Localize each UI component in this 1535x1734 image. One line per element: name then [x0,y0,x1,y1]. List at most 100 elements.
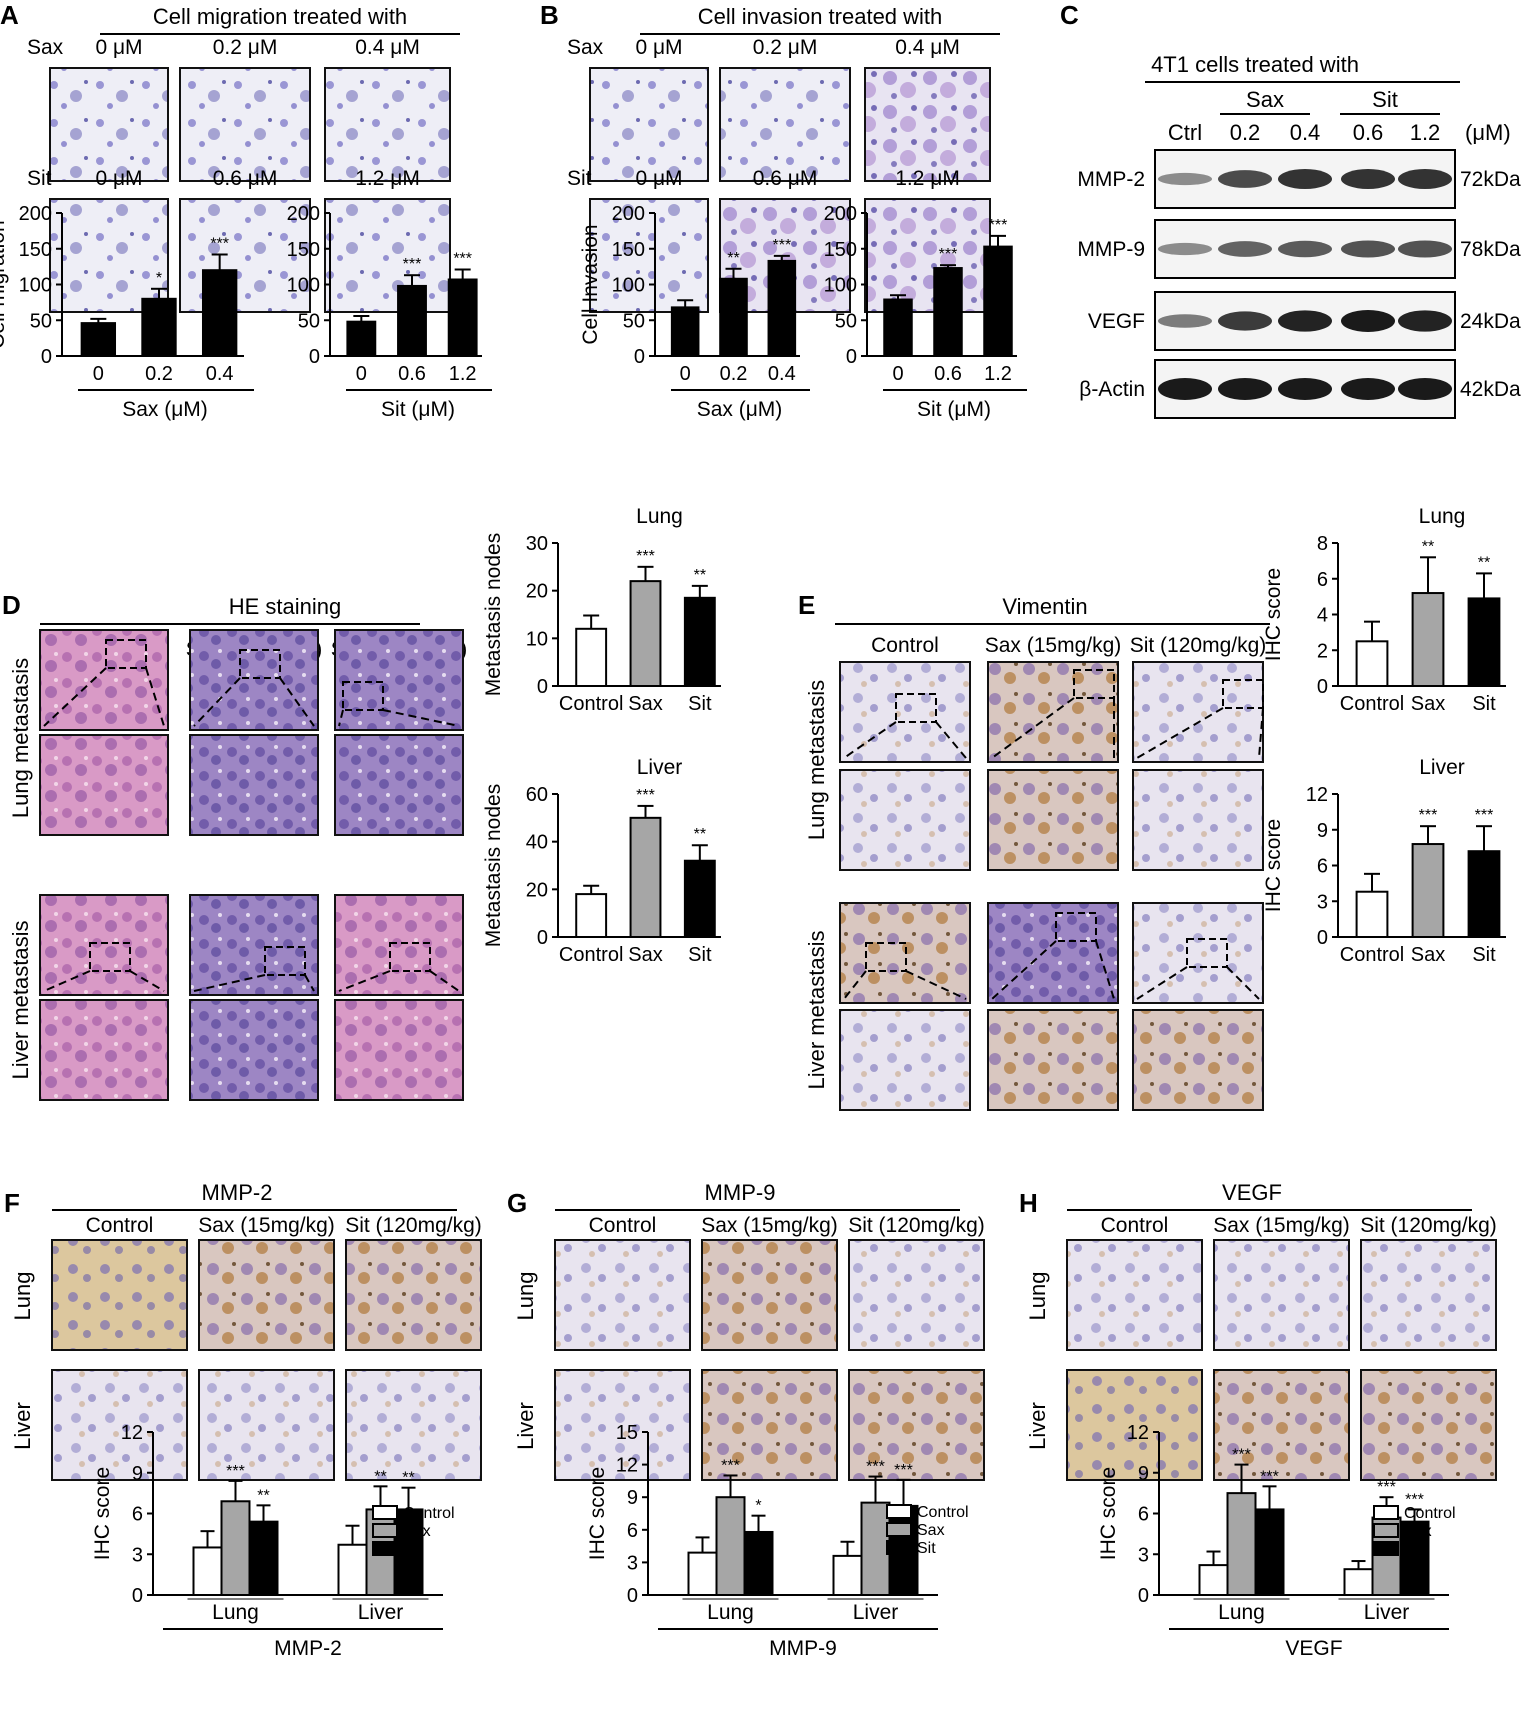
bar [337,1543,368,1597]
x-tick-label: 0.6 [934,363,962,385]
bar [629,816,662,938]
micrograph [701,1239,838,1351]
significance-label: ** [694,826,706,843]
y-tick-label: 10 [526,628,548,650]
x-axis-label: Sax (μM) [122,398,208,421]
significance-label: *** [894,1462,913,1479]
y-axis-label: Metastasis nodes [482,533,505,696]
lane-label: 1.2 [1410,120,1441,145]
panel-title: VEGF [1222,1180,1282,1205]
micrograph-zoom-line [429,970,460,992]
y-tick-label: 100 [19,275,52,297]
row-label: Lung metastasis [8,658,33,818]
panel-title: MMP-9 [705,1180,776,1205]
transwell-image [179,198,311,313]
panel-letter: A [0,0,19,30]
y-axis-label: Cell migration [0,220,9,348]
micrograph-zoom-box [865,942,907,972]
bar [743,1530,774,1597]
y-axis-label: Cell Invasion [579,224,602,344]
legend-swatch [372,1541,398,1556]
y-tick-label: 3 [132,1544,143,1566]
legend-swatch [372,1505,398,1520]
x-axis-label: Sax (μM) [697,398,783,421]
x-axis-label: MMP-2 [274,1637,342,1660]
y-tick-label: 9 [1138,1463,1149,1485]
panel-A: A Cell migration treated with Sax 0 μM 0.2 μ… [0,0,460,313]
panel-title: HE staining [229,594,342,619]
micrograph [554,1239,691,1351]
y-tick-label: 100 [287,275,320,297]
y-tick-label: 150 [287,239,320,261]
micrograph [39,999,169,1101]
y-axis-label: IHC score [1262,819,1285,912]
blot-protein-label: MMP-9 [1077,238,1145,261]
legend-label: Sax [403,1523,431,1540]
micrograph [51,1239,188,1351]
micrograph-zoom-box [895,693,937,723]
y-axis-label: IHC score [91,1467,114,1560]
bar [832,1554,863,1597]
y-tick-label: 0 [1317,676,1328,698]
panel-F: F MMP-2 Control Sax (15mg/kg) Sit (120mg/kg)… [4,1180,482,1481]
bar [80,322,117,357]
x-axis-label: Sit (μM) [917,398,991,421]
y-tick-label: 0 [537,676,548,698]
x-axis-label: MMP-9 [769,1637,837,1660]
lane-label: 0.2 [1230,120,1261,145]
significance-label: *** [1232,1447,1251,1464]
x-tick-label: Control [1340,944,1404,966]
legend-label: Sit [1404,1541,1423,1558]
column-label: Control [589,1214,657,1237]
bar [1399,1520,1430,1597]
dose-label: 0.4 μM [355,36,420,59]
micrograph-zoom-line [1136,707,1224,759]
significance-label: *** [226,1463,245,1480]
y-tick-label: 200 [19,203,52,225]
micrograph [51,1369,188,1481]
blot-size-label: 78kDa [1460,238,1521,261]
blot-protein-label: MMP-2 [1077,168,1145,191]
column-label: Sax (15mg/kg) [985,634,1122,657]
transwell-image [324,67,451,182]
y-axis-label: IHC score [1262,568,1285,661]
blot-band [1158,378,1212,400]
bar [1411,592,1445,687]
blot-band [1158,242,1212,256]
y-tick-label: 3 [1138,1544,1149,1566]
y-tick-label: 50 [30,310,52,332]
column-label: Control [86,1214,154,1237]
blot-size-label: 72kDa [1460,168,1521,191]
y-tick-label: 12 [121,1422,143,1444]
micrograph [554,1369,691,1481]
y-tick-label: 8 [1317,533,1328,555]
significance-label: *** [403,256,422,273]
micrograph [39,629,169,731]
y-tick-label: 100 [612,275,645,297]
legend-label: Sit [403,1541,422,1558]
micrograph-zoom-line [1226,966,1260,1000]
micrograph [848,1239,985,1351]
y-tick-label: 6 [1138,1504,1149,1526]
blot-band [1278,310,1332,332]
y-tick-label: 0 [634,346,645,368]
blot-band [1341,240,1395,258]
micrograph [189,629,319,731]
chart-B-sit: 0 50 100 150 200 0 *** 0.6 *** 1.2 Sit (μM) [824,203,1027,421]
y-tick-label: 0 [1317,927,1328,949]
y-tick-label: 0 [627,1585,638,1607]
chart-D-liver: 0 20 40 60 Metastasis nodes Liver Control *** Sa… [482,756,721,966]
micrograph-zoom-line [935,721,967,759]
x-tick-label: 0.4 [206,363,234,385]
micrograph [1360,1239,1497,1351]
bar [393,1508,424,1597]
chart-title: Lung [636,505,683,528]
micrograph [1213,1369,1350,1481]
dose-label: 0 μM [635,167,682,190]
blot-protein-label: VEGF [1088,310,1145,333]
x-tick-label: Sit [688,693,712,715]
bar [883,298,913,358]
chart-title: Liver [637,756,683,779]
blot-band [1398,240,1452,258]
dose-label: 0.2 μM [753,36,818,59]
